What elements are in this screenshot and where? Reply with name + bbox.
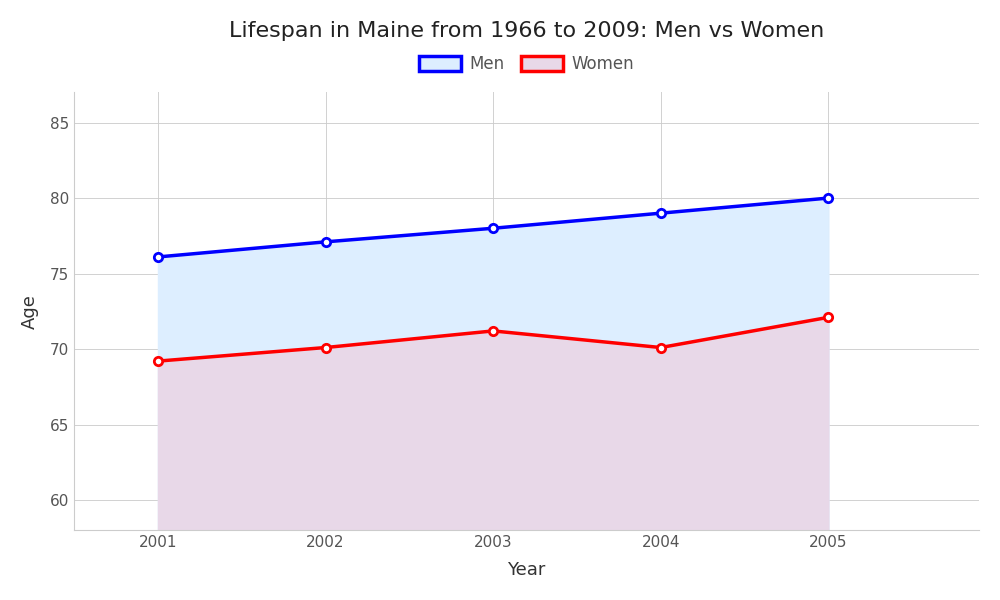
Title: Lifespan in Maine from 1966 to 2009: Men vs Women: Lifespan in Maine from 1966 to 2009: Men… bbox=[229, 21, 824, 41]
Legend: Men, Women: Men, Women bbox=[413, 48, 641, 80]
Y-axis label: Age: Age bbox=[21, 294, 39, 329]
X-axis label: Year: Year bbox=[507, 561, 546, 579]
